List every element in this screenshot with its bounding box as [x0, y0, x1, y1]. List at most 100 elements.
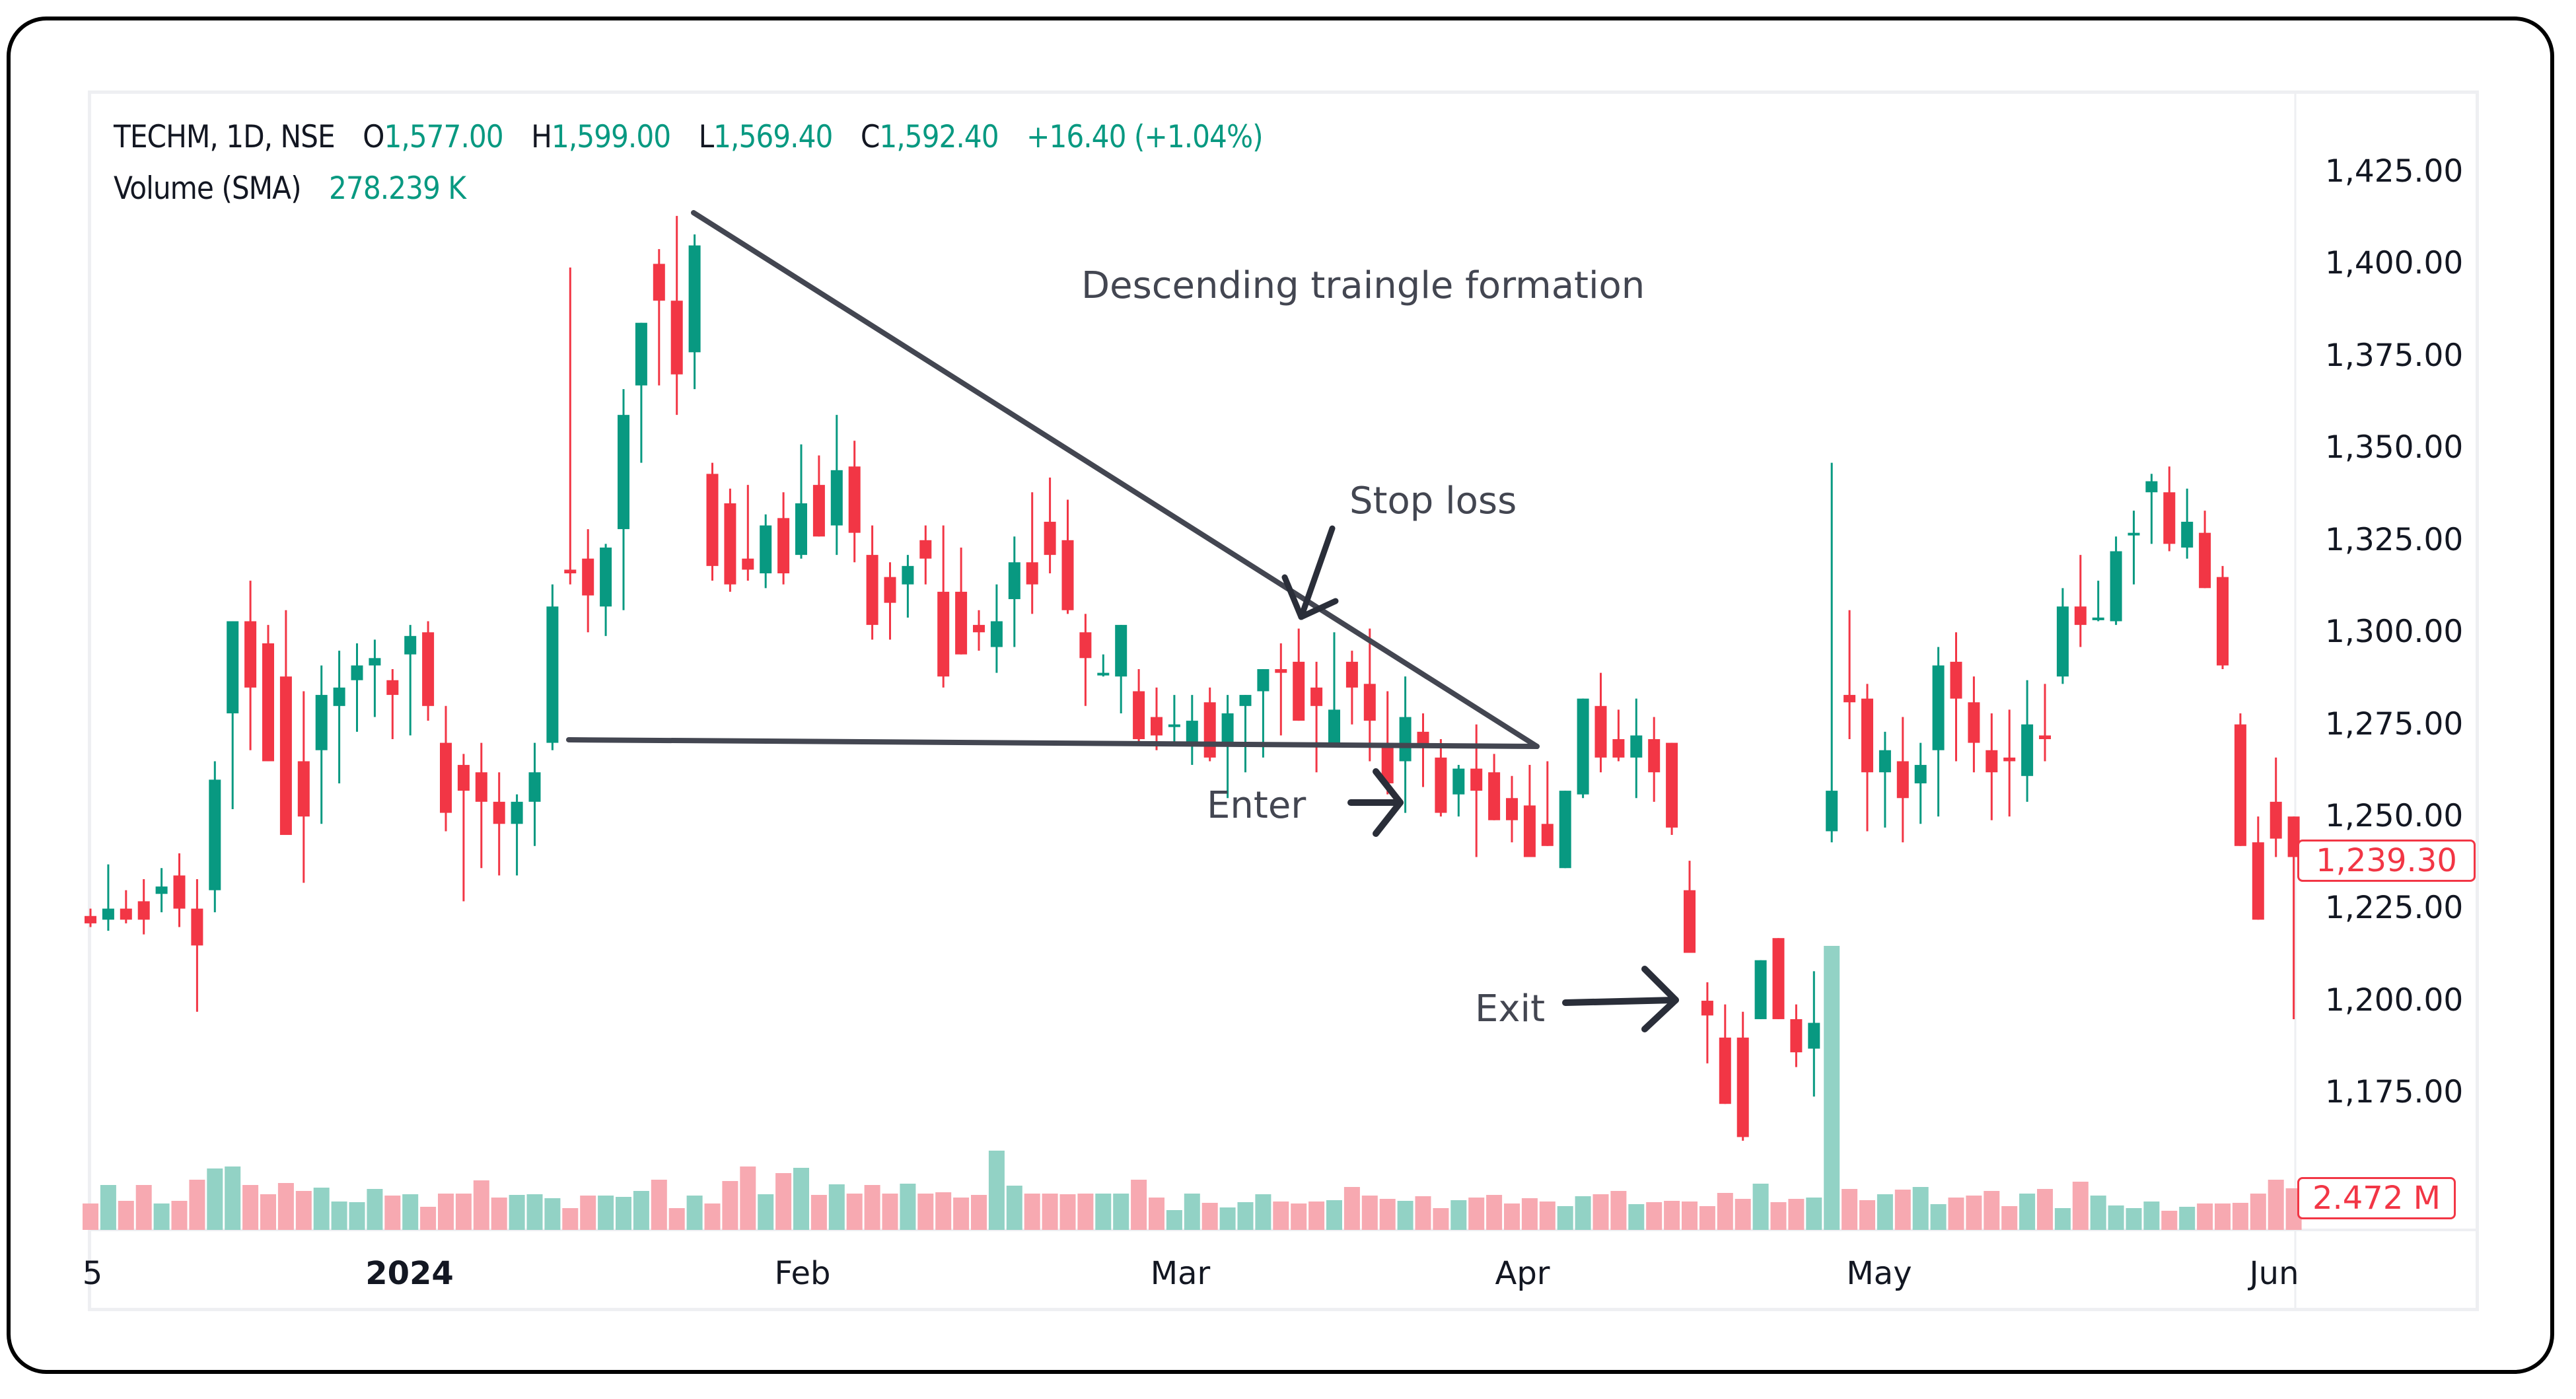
- time-tick: Jun: [2249, 1255, 2299, 1292]
- resistance-trendline[interactable]: [691, 210, 1540, 749]
- time-axis[interactable]: 5 2024 Feb Mar Apr May Jun: [83, 1232, 2299, 1305]
- volume-bar: [1077, 1194, 1094, 1230]
- candle-body: [102, 908, 114, 920]
- candle-body: [137, 901, 150, 920]
- volume-bar: [2250, 1194, 2266, 1230]
- volume-bar: [1486, 1195, 1503, 1230]
- candle-body: [1488, 772, 1501, 820]
- volume-bar: [1433, 1208, 1449, 1230]
- volume-bar: [1219, 1207, 1236, 1230]
- time-tick: Mar: [1150, 1255, 1211, 1292]
- volume-bar: [402, 1194, 419, 1230]
- candle-body: [884, 577, 896, 603]
- candle-body: [1275, 669, 1287, 673]
- high-value: 1,599.00: [551, 119, 671, 155]
- volume-bar: [1824, 946, 1840, 1230]
- support-trendline[interactable]: [566, 737, 1540, 749]
- volume-bar: [189, 1180, 205, 1230]
- volume-bar: [260, 1194, 276, 1230]
- candle-body: [1719, 1037, 1731, 1104]
- candle-body: [2110, 551, 2122, 622]
- candle-body: [1506, 798, 1518, 820]
- candles: [85, 215, 2300, 1141]
- candle-body: [600, 547, 612, 607]
- volume-bar: [2054, 1208, 2071, 1230]
- volume-bar: [2161, 1211, 2178, 1230]
- candle-body: [2252, 842, 2264, 920]
- candle-body: [1878, 750, 1891, 773]
- volume-bar: [1948, 1198, 1964, 1230]
- volume-bar: [633, 1191, 649, 1230]
- candle-body: [1754, 960, 1767, 1019]
- candle-body: [1151, 717, 1163, 736]
- volume-bar: [135, 1185, 152, 1230]
- candle-body: [155, 886, 168, 894]
- volume-bar: [580, 1196, 596, 1230]
- candle-body: [635, 322, 647, 386]
- candle-body: [1736, 1037, 1749, 1137]
- candle-body: [315, 695, 328, 750]
- candle-body: [1843, 695, 1856, 703]
- volume-bar: [2090, 1196, 2106, 1230]
- candle-body: [2287, 816, 2300, 857]
- candle-body: [333, 687, 345, 706]
- volume-bar: [1024, 1194, 1040, 1230]
- volume-bar: [1735, 1199, 1751, 1230]
- candle-body: [279, 676, 292, 836]
- candle-body: [1968, 702, 1980, 743]
- volume-bar: [1361, 1196, 1378, 1230]
- volume-bar: [1006, 1186, 1022, 1230]
- volume-bar: [2268, 1180, 2284, 1230]
- volume-bar: [1059, 1194, 1076, 1230]
- candle-body: [297, 761, 310, 817]
- price-tick: 1,350.00: [2325, 429, 2464, 466]
- volume-bar: [1149, 1198, 1164, 1230]
- price-tick: 1,175.00: [2325, 1074, 2464, 1110]
- candle-body: [1399, 717, 1412, 762]
- volume-bar: [1664, 1201, 1680, 1230]
- candle-body: [760, 525, 772, 574]
- candle-body: [1950, 661, 1962, 699]
- candle-body: [812, 485, 825, 537]
- volume-bar: [367, 1189, 383, 1230]
- volume-bars: [83, 946, 2302, 1230]
- candle-body: [564, 569, 577, 574]
- candle-body: [404, 635, 417, 655]
- volume-bar: [1966, 1196, 1982, 1230]
- candle-body: [546, 606, 559, 743]
- volume-bar: [2179, 1207, 2196, 1230]
- volume-label[interactable]: Volume (SMA): [114, 170, 302, 207]
- candle-body: [2092, 617, 2104, 620]
- volume-bar: [331, 1202, 347, 1230]
- candle-body: [1221, 713, 1234, 743]
- candle-body: [1044, 521, 1056, 556]
- volume-bar: [864, 1185, 880, 1230]
- candle-body: [902, 565, 914, 585]
- time-tick: May: [1846, 1255, 1912, 1292]
- volume-bar: [2019, 1194, 2036, 1230]
- candle-body: [1310, 687, 1323, 706]
- volume-bar: [1592, 1194, 1609, 1230]
- volume-bar: [1628, 1204, 1645, 1230]
- volume-bar: [207, 1168, 223, 1230]
- candle-body: [2003, 757, 2016, 762]
- volume-bar: [1984, 1191, 2000, 1230]
- candle-body: [1808, 1022, 1820, 1049]
- candle-body: [618, 415, 629, 530]
- candle-body: [2039, 735, 2051, 740]
- candle-body: [1345, 661, 1358, 688]
- volume-bar: [1521, 1198, 1538, 1230]
- price-axis[interactable]: 1,425.00 1,400.00 1,375.00 1,350.00 1,32…: [2285, 90, 2477, 1227]
- candle-body: [724, 503, 736, 585]
- volume-bar: [1557, 1206, 1573, 1230]
- volume-bar: [1842, 1189, 1858, 1230]
- candle-body: [227, 621, 239, 713]
- volume-bar: [1450, 1200, 1467, 1230]
- candle-body: [1701, 1001, 1713, 1016]
- volume-bar: [2232, 1203, 2248, 1230]
- candle-body: [653, 264, 665, 301]
- candle-body: [1772, 938, 1785, 1019]
- drawings[interactable]: [566, 210, 1679, 1032]
- symbol-label[interactable]: TECHM, 1D, NSE: [114, 119, 336, 155]
